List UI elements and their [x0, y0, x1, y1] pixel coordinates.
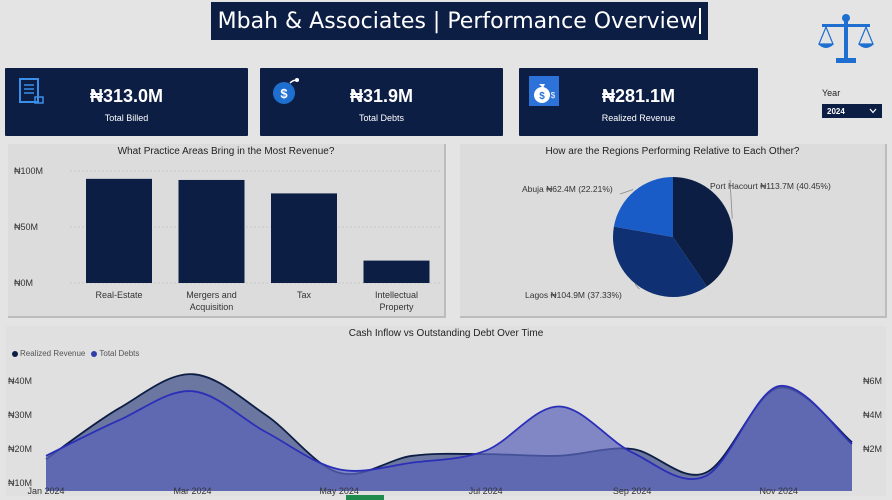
- x-tick-label: Acquisition: [190, 302, 234, 312]
- scales-of-justice-icon: [818, 14, 874, 63]
- legend-label: Total Debts: [99, 349, 140, 358]
- y-right-tick-label: ₦4M: [863, 410, 882, 420]
- slice-label: Abuja ₦62.4M (22.21%): [522, 184, 613, 194]
- chart-legend: Realized Revenue Total Debts: [12, 349, 139, 358]
- leader-line: [729, 179, 733, 219]
- region-performance-chart: How are the Regions Performing Relative …: [460, 144, 887, 318]
- x-tick-label: Sep 2024: [613, 486, 652, 496]
- y-tick-label: ₦50M: [14, 222, 38, 232]
- legend-label: Realized Revenue: [20, 349, 86, 358]
- money-bag-icon: $ $: [529, 76, 559, 106]
- svg-text:$: $: [280, 86, 288, 101]
- revenue-by-practice-area-chart: What Practice Areas Bring in the Most Re…: [8, 144, 446, 318]
- kpi-label: Total Billed: [104, 113, 149, 123]
- page-tab-indicator: [346, 495, 384, 500]
- series-area: [46, 385, 852, 491]
- kpi-card-total-billed[interactable]: ₦313.0M Total Billed: [5, 68, 248, 136]
- legend-dot-icon: [12, 350, 18, 357]
- pie-chart-canvas: Port Hacourt ₦113.7M (40.45%) Lagos ₦104.…: [522, 177, 831, 300]
- x-tick-label: Mergers and: [186, 290, 237, 300]
- year-dropdown[interactable]: 2024: [822, 104, 882, 118]
- y-left-tick-label: ₦40M: [8, 376, 32, 386]
- kpi-label: Total Debts: [358, 113, 405, 123]
- y-right-tick-label: ₦2M: [863, 444, 882, 454]
- year-dropdown-value: 2024: [827, 106, 845, 116]
- kpi-card-realized-revenue[interactable]: $ $ ₦281.1M Realized Revenue: [519, 68, 758, 136]
- slice-label: Port Hacourt ₦113.7M (40.45%): [710, 181, 831, 191]
- chart-title: Cash Inflow vs Outstanding Debt Over Tim…: [348, 328, 544, 339]
- pie-slice: [613, 226, 707, 297]
- y-left-tick-label: ₦10M: [8, 478, 32, 488]
- year-filter-label: Year: [822, 88, 841, 98]
- y-tick-label: ₦100M: [14, 166, 43, 176]
- text-cursor: [699, 8, 702, 34]
- chart-title: What Practice Areas Bring in the Most Re…: [117, 146, 335, 157]
- x-tick-label: Nov 2024: [759, 486, 798, 496]
- bar: [271, 193, 337, 283]
- pie-slice: [673, 177, 733, 287]
- leader-line: [619, 189, 634, 195]
- bar-chart-canvas: ₦100M ₦50M ₦0M Real-Estate Mergers and Acquis…: [14, 166, 440, 312]
- legend-item-realized-revenue[interactable]: Realized Revenue: [12, 349, 85, 358]
- series-line: [45, 385, 853, 480]
- y-left-tick-label: ₦30M: [8, 410, 32, 420]
- chart-title: How are the Regions Performing Relative …: [545, 146, 800, 157]
- svg-text:$: $: [539, 91, 545, 102]
- kpi-value: ₦281.1M: [601, 86, 676, 106]
- kpi-card-total-debts[interactable]: $ ₦31.9M Total Debts: [260, 68, 503, 136]
- bar: [363, 260, 430, 283]
- bar: [178, 179, 245, 283]
- legend-item-total-debts[interactable]: Total Debts: [91, 349, 139, 358]
- page-title: Mbah & Associates | Performance Overview: [211, 2, 708, 40]
- year-filter: Year 2024: [822, 88, 882, 118]
- legend-dot-icon: [91, 350, 98, 357]
- x-tick-label: Tax: [297, 290, 312, 300]
- x-tick-label: Property: [379, 302, 414, 312]
- cash-inflow-vs-debt-chart: Cash Inflow vs Outstanding Debt Over Tim…: [6, 326, 886, 496]
- kpi-label: Realized Revenue: [601, 113, 676, 123]
- y-tick-label: ₦0M: [14, 278, 33, 288]
- y-right-tick-label: ₦6M: [863, 376, 882, 386]
- x-tick-label: Real-Estate: [95, 290, 142, 300]
- x-tick-label: Intellectual: [375, 290, 418, 300]
- money-bomb-icon: $: [273, 78, 299, 104]
- leader-line: [634, 283, 640, 290]
- x-tick-label: Jul 2024: [469, 486, 503, 496]
- x-tick-label: Jan 2024: [27, 486, 64, 496]
- page-title-text: Mbah & Associates | Performance Overview: [217, 8, 698, 34]
- pie-slice: [613, 177, 673, 237]
- kpi-value: ₦313.0M: [89, 86, 164, 106]
- bar: [86, 178, 152, 283]
- kpi-value: ₦31.9M: [349, 86, 414, 106]
- slice-label: Lagos ₦104.9M (37.33%): [525, 290, 622, 300]
- area-chart-canvas: ₦40M ₦30M ₦20M ₦10M ₦6M ₦4M ₦2M Jan 2024 Mar 202…: [8, 373, 882, 496]
- chevron-down-icon: [869, 108, 877, 114]
- svg-text:$: $: [551, 91, 556, 100]
- document-icon: [19, 78, 44, 104]
- x-tick-label: Mar 2024: [174, 486, 212, 496]
- y-left-tick-label: ₦20M: [8, 444, 32, 454]
- x-tick-label: May 2024: [319, 486, 359, 496]
